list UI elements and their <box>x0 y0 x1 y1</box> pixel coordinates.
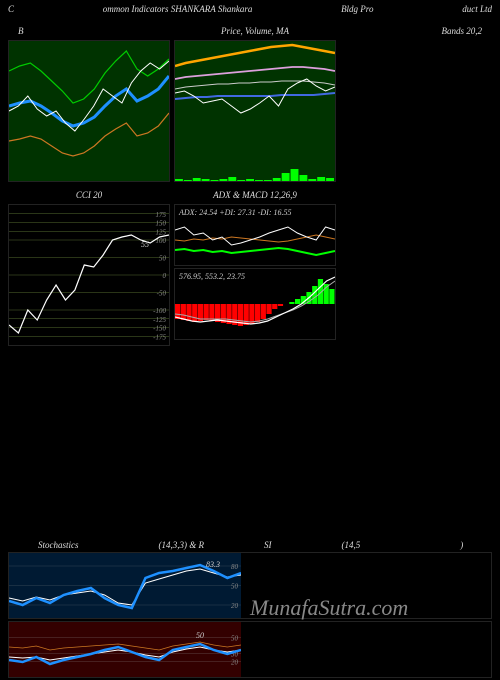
stoch-title-mid2: SI <box>264 540 272 550</box>
stoch-title-row: Stochastics (14,3,3) & R SI (14,5 ) <box>8 540 492 550</box>
svg-text:-125: -125 <box>153 316 166 324</box>
header-mid2: Bldg Pro <box>341 4 373 14</box>
svg-text:80: 80 <box>231 563 239 571</box>
svg-text:-100: -100 <box>153 307 166 315</box>
bbands-title-right-wrap: Bands 20,2 <box>340 26 492 182</box>
row-2: CCI 20 175150125100500-50-100-125-150-17… <box>0 190 500 346</box>
svg-text:-50: -50 <box>157 290 167 298</box>
svg-text:20: 20 <box>231 658 239 666</box>
macd-chart: 576.95, 553.2, 23.75 <box>174 268 336 340</box>
adx-macd-panel: ADX & MACD 12,26,9 ADX: 24.54 +DI: 27.31… <box>174 190 336 346</box>
page-header: C ommon Indicators SHANKARA Shankara Bld… <box>0 0 500 18</box>
rsi-chart: 50302050 <box>8 621 492 678</box>
svg-text:50: 50 <box>196 631 204 640</box>
svg-text:150: 150 <box>156 220 167 228</box>
cci-title: CCI 20 <box>8 190 170 202</box>
cci-panel: CCI 20 175150125100500-50-100-125-150-17… <box>8 190 170 346</box>
adx-chart: ADX: 24.54 +DI: 27.31 -DI: 16.55 <box>174 204 336 266</box>
svg-text:-175: -175 <box>153 333 166 341</box>
svg-text:125: 125 <box>156 228 167 236</box>
bbands-chart <box>8 40 170 182</box>
svg-text:20: 20 <box>231 602 239 610</box>
adx-title: ADX & MACD 12,26,9 <box>174 190 336 202</box>
svg-text:50: 50 <box>159 255 167 263</box>
svg-text:83.3: 83.3 <box>206 560 220 569</box>
bbands-panel: B <box>8 26 170 182</box>
svg-text:576.95, 553.2, 23.75: 576.95, 553.2, 23.75 <box>179 272 245 281</box>
header-left: C <box>8 4 14 14</box>
svg-text:0: 0 <box>163 272 167 280</box>
row-1: B Price, Volume, MA Bands 20,2 <box>0 26 500 182</box>
ma-panel: Price, Volume, MA <box>174 26 336 182</box>
svg-text:50: 50 <box>231 635 239 643</box>
stoch-title-left: Stochastics <box>38 540 79 550</box>
svg-text:175: 175 <box>156 211 167 219</box>
bbands-title-right: Bands 20,2 <box>340 26 492 38</box>
ma-title: Price, Volume, MA <box>174 26 336 38</box>
svg-text:-150: -150 <box>153 325 166 333</box>
header-mid1: ommon Indicators SHANKARA Shankara <box>103 4 253 14</box>
ma-chart <box>174 40 336 182</box>
stoch-title-mid: (14,3,3) & R <box>159 540 205 550</box>
header-right: duct Ltd <box>462 4 492 14</box>
stoch-title-far-right: ) <box>460 540 463 550</box>
cci-chart: 175150125100500-50-100-125-150-17555 <box>8 204 170 346</box>
bbands-title: B <box>8 26 170 38</box>
watermark: MunafaSutra.com <box>250 595 408 621</box>
svg-text:50: 50 <box>231 583 239 591</box>
stoch-title-right: (14,5 <box>342 540 361 550</box>
svg-text:55: 55 <box>141 240 149 249</box>
svg-text:ADX: 24.54 +DI: 27.31 -DI: 1: ADX: 24.54 +DI: 27.31 -DI: 16.55 <box>178 208 292 217</box>
